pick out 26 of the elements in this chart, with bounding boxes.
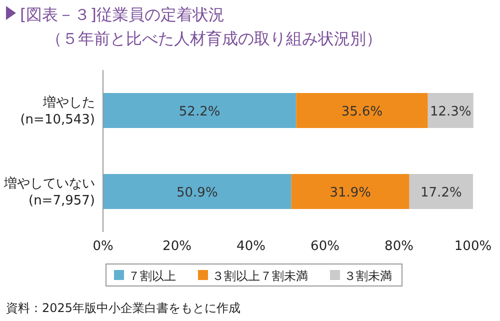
legend-label: ３割未満 (344, 269, 392, 283)
x-tick-label: 40% (236, 239, 266, 254)
bar (428, 93, 474, 128)
bar (296, 93, 428, 128)
bar (291, 174, 410, 209)
bar (409, 174, 473, 209)
bar (103, 174, 292, 209)
data-label: 17.2% (420, 186, 462, 200)
x-tick-label: 80% (384, 239, 414, 254)
y-tick-label: 増やした (n=10,543) (20, 94, 95, 128)
x-tick-label: 0% (92, 239, 114, 254)
chart-title: [図表－３]従業員の定着状況 (20, 5, 224, 24)
bar (103, 93, 296, 128)
legend-label: ３割以上７割未満 (212, 269, 308, 283)
y-tick-label: 増やしていない (n=7,957) (3, 176, 95, 208)
chart-subtitle: （５年前と比べた人材育成の取り組み状況別） (46, 29, 382, 48)
data-label: 35.6% (341, 104, 383, 120)
text: 資料：2025年版中小企業白書をもとに作成 (6, 301, 241, 315)
x-tick-label: 100% (454, 239, 492, 254)
x-tick-label: 20% (162, 239, 192, 254)
data-label: 12.3% (430, 104, 472, 120)
data-label: 52.2% (178, 104, 220, 120)
legend-label: ７割以上 (128, 269, 176, 283)
data-label: 31.9% (330, 186, 371, 200)
data-label: 50.9% (176, 186, 218, 200)
x-tick-label: 60% (310, 239, 340, 254)
